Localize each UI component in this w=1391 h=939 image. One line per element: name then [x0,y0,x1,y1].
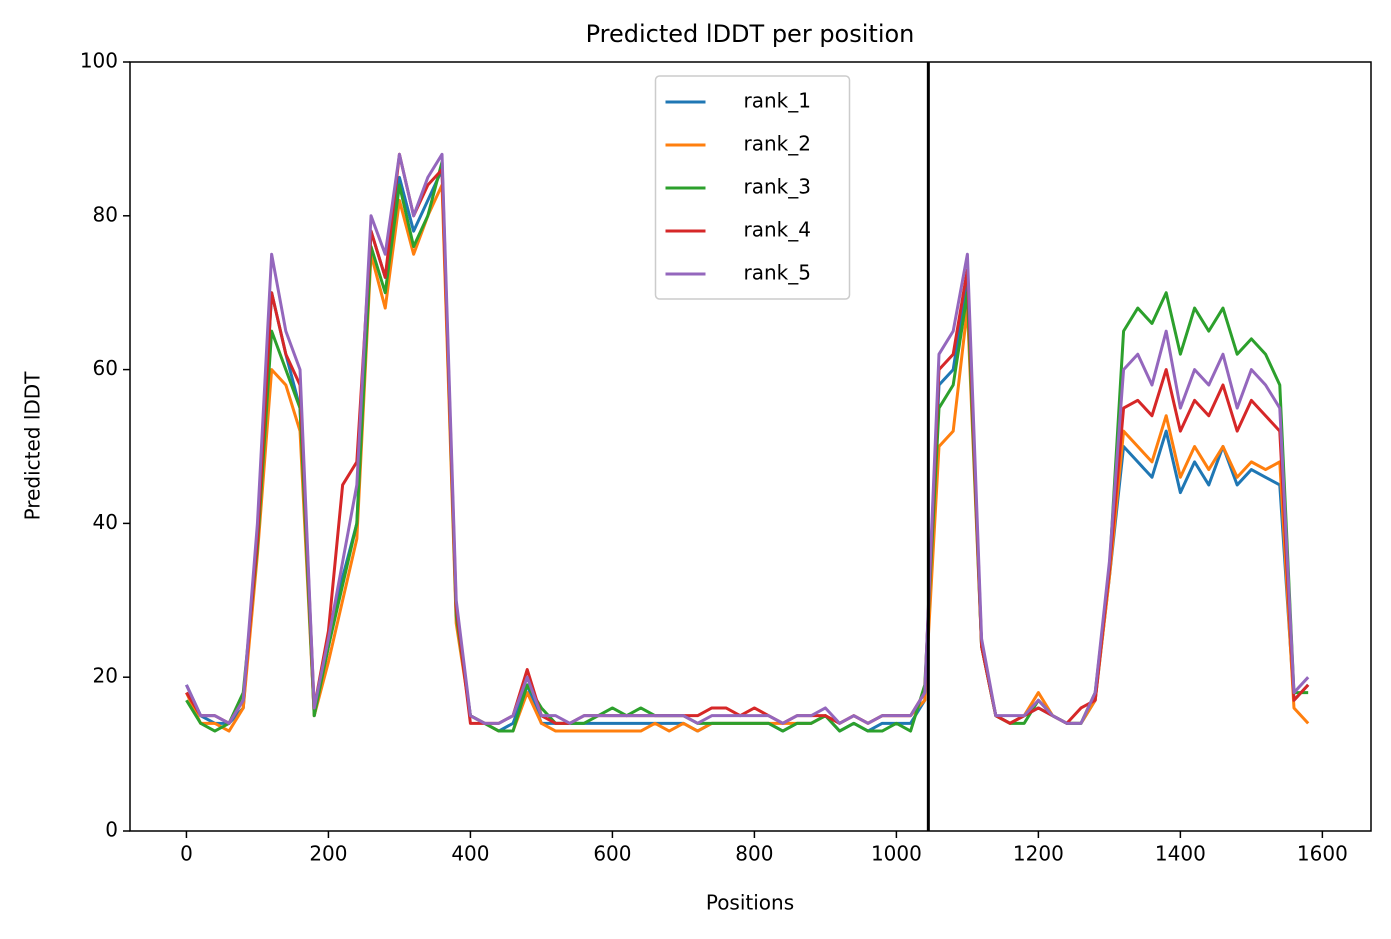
series-line [185,152,1310,725]
series-line [185,152,1310,725]
x-tick-label: 600 [593,842,631,866]
y-tick-label: 100 [80,49,118,73]
plot-frame [129,61,1372,832]
x-tick-label: 400 [451,842,489,866]
legend-label: rank_1 [744,89,811,113]
x-axis-label: Positions [706,891,794,915]
legend-box [654,75,851,300]
y-axis-label: Predicted lDDT [21,371,45,521]
series-line [185,160,1309,733]
y-tick-label: 40 [93,510,118,534]
y-tick-label: 20 [93,664,118,688]
x-tick-label: 1400 [1155,842,1206,866]
x-tick-label: 1600 [1297,842,1348,866]
y-tick-label: 80 [93,202,118,226]
legend-label: rank_4 [744,218,811,242]
legend-label: rank_2 [744,132,811,156]
x-tick-label: 800 [735,842,773,866]
x-tick-label: 1000 [871,842,922,866]
x-tick-label: 200 [309,842,347,866]
x-tick-label: 0 [180,842,193,866]
y-tick-label: 60 [93,356,118,380]
x-tick-label: 1200 [1013,842,1064,866]
legend-label: rank_3 [744,175,811,199]
legend-label: rank_5 [744,261,811,285]
y-tick-label: 0 [105,818,118,842]
chart-title: Predicted lDDT per position [586,20,915,48]
